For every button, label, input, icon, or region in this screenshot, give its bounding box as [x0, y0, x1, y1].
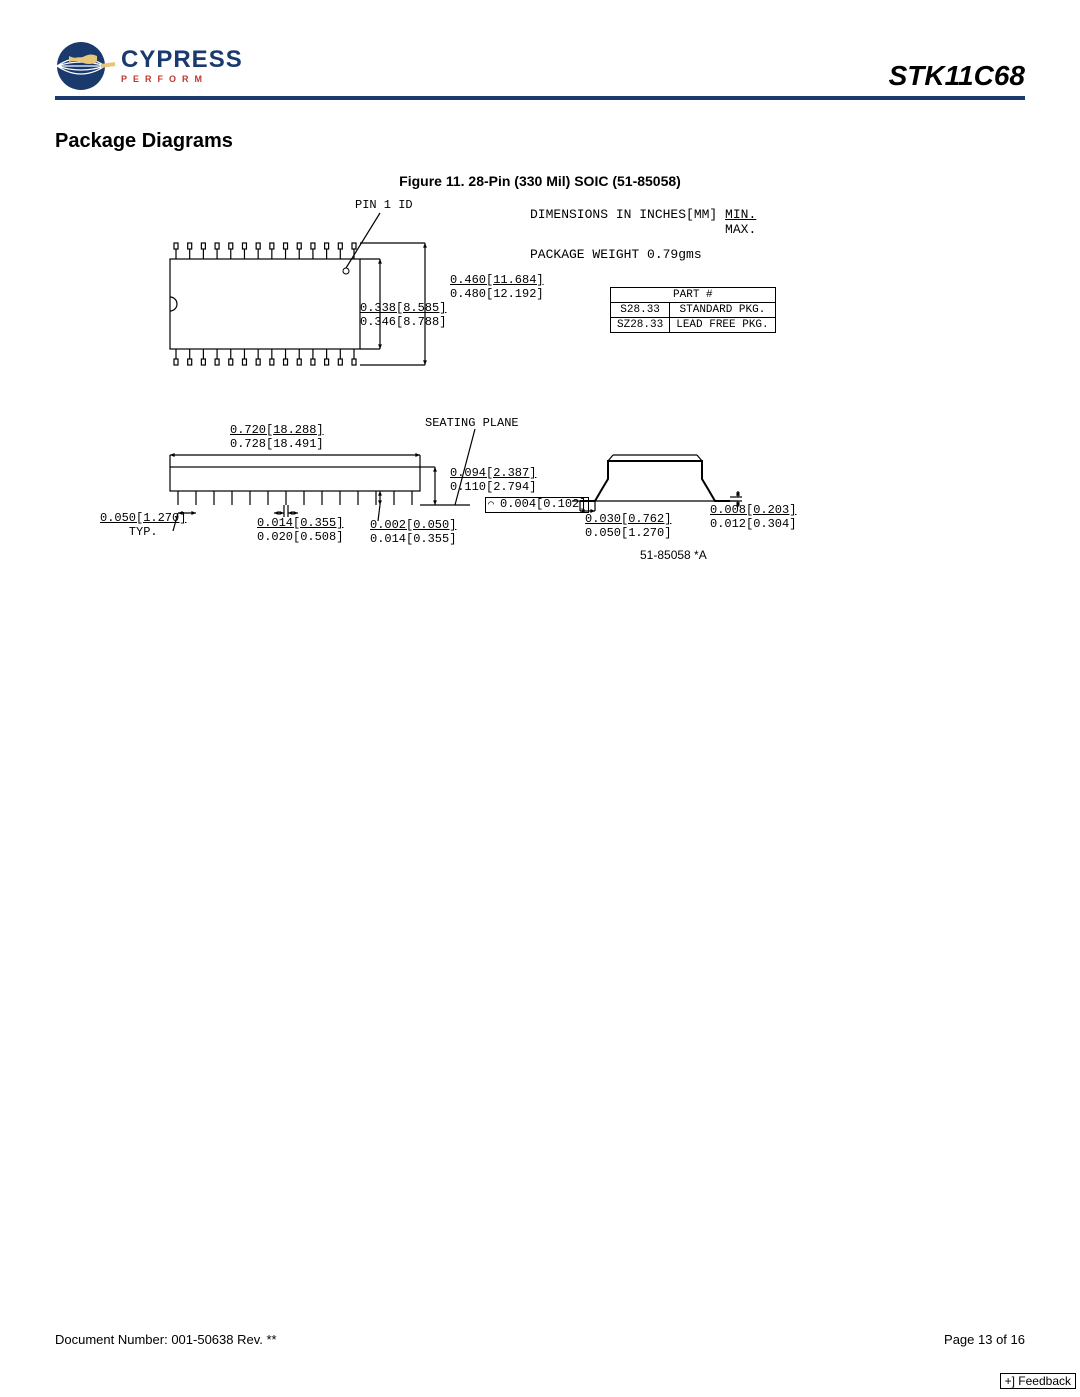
page-header: CYPRESS PERFORM STK11C68	[55, 40, 1025, 100]
feedback-button[interactable]: +] Feedback	[1000, 1373, 1076, 1389]
figure-caption: Figure 11. 28-Pin (330 Mil) SOIC (51-850…	[55, 173, 1025, 189]
logo: CYPRESS PERFORM	[55, 40, 243, 92]
globe-icon	[55, 40, 115, 92]
package-weight: PACKAGE WEIGHT 0.79gms	[530, 247, 756, 262]
seating-plane-label: SEATING PLANE	[425, 417, 519, 431]
document-number: Document Number: 001-50638 Rev. **	[55, 1332, 277, 1347]
part-cell: LEAD FREE PKG.	[670, 318, 775, 333]
dims-inches-mm: DIMENSIONS IN INCHES[MM]	[530, 207, 717, 222]
dim-standoff: 0.002[0.050] 0.014[0.355]	[370, 519, 456, 547]
part-cell: SZ28.33	[611, 318, 670, 333]
dim-body-width: 0.338[8.585] 0.346[8.788]	[360, 302, 446, 330]
page-number: Page 13 of 16	[944, 1332, 1025, 1347]
pin1-id-label: PIN 1 ID	[355, 199, 413, 213]
dim-foot-length: 0.030[0.762] 0.050[1.270]	[585, 513, 671, 541]
dim-length: 0.720[18.288] 0.728[18.491]	[230, 424, 324, 452]
dim-pitch: 0.050[1.270] TYP.	[100, 512, 186, 540]
dim-height: 0.094[2.387] 0.110[2.794]	[450, 467, 536, 495]
brand-tagline: PERFORM	[121, 74, 208, 84]
part-cell: S28.33	[611, 303, 670, 318]
note-min: MIN.	[725, 207, 756, 222]
brand-name: CYPRESS	[121, 48, 243, 72]
package-diagram: PIN 1 ID DIMENSIONS IN INCHES[MM] MIN. M…	[55, 199, 1015, 599]
dim-lead-thickness: 0.008[0.203] 0.012[0.304]	[710, 504, 796, 532]
dim-overall-width: 0.460[11.684] 0.480[12.192]	[450, 274, 544, 302]
part-number-table: PART # S28.33 STANDARD PKG. SZ28.33 LEAD…	[610, 287, 776, 333]
dim-lead-width: 0.014[0.355] 0.020[0.508]	[257, 517, 343, 545]
note-max: MAX.	[725, 222, 756, 237]
dimensions-note: DIMENSIONS IN INCHES[MM] MIN. MAX. PACKA…	[530, 207, 756, 262]
section-title: Package Diagrams	[55, 130, 1025, 153]
part-cell: STANDARD PKG.	[670, 303, 775, 318]
diagram-revision: 51-85058 *A	[640, 549, 707, 563]
part-table-header: PART #	[611, 288, 776, 303]
part-number: STK11C68	[889, 60, 1025, 92]
flatness-spec: ◠ 0.004[0.102]	[485, 497, 589, 513]
page-footer: Document Number: 001-50638 Rev. ** Page …	[55, 1332, 1025, 1347]
